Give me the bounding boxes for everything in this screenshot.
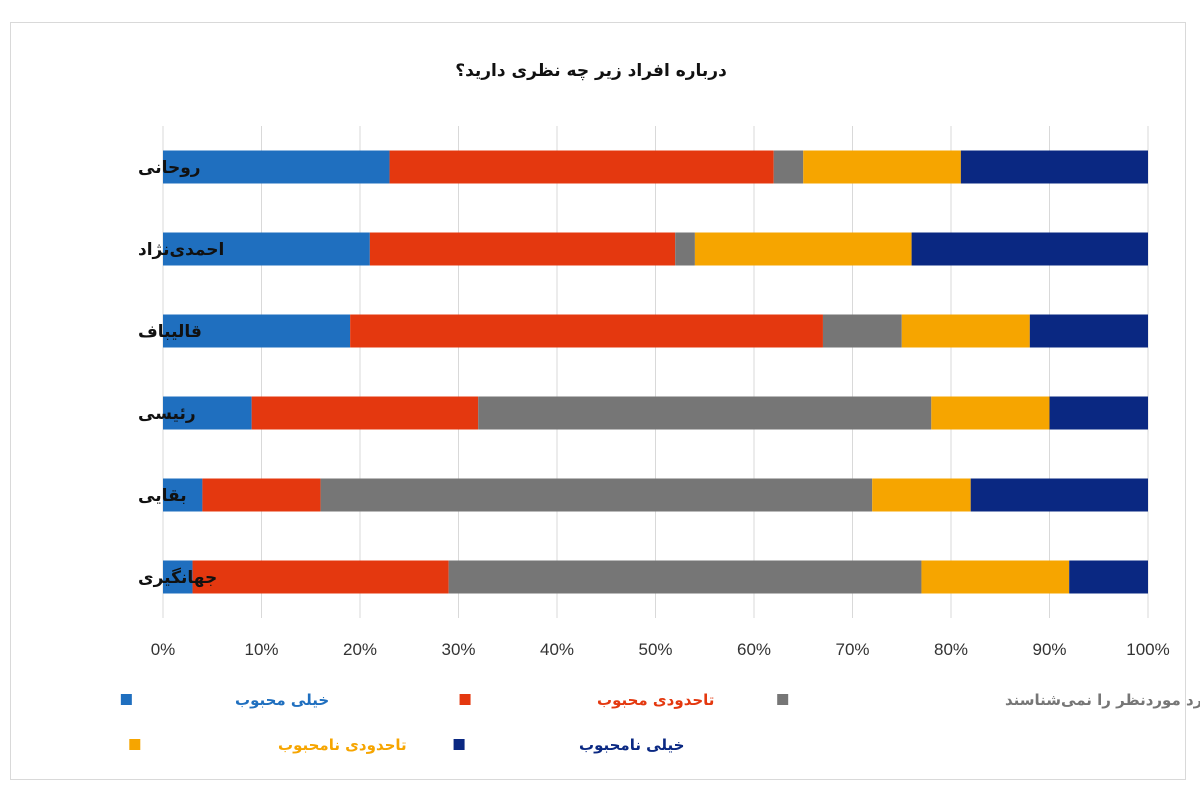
bar-segment — [350, 314, 823, 348]
legend-label: خیلی نامحبوب — [579, 736, 684, 754]
x-tick-label: 40% — [540, 640, 574, 659]
legend-label: تاحدودی نامحبوب — [278, 736, 407, 754]
category-label: قالیباف — [138, 322, 202, 342]
x-tick-label: 60% — [737, 640, 771, 659]
legend-label: تاحدودی محبوب — [597, 691, 714, 709]
x-tick-label: 70% — [835, 640, 869, 659]
bar-segment — [901, 314, 1030, 348]
x-tick-label: 20% — [343, 640, 377, 659]
legend-swatch — [129, 739, 141, 750]
bar-segment — [1069, 560, 1148, 594]
bar-segment — [1049, 396, 1148, 430]
bar-segment — [369, 232, 676, 266]
bar-segment — [478, 396, 932, 430]
x-tick-label: 90% — [1032, 640, 1066, 659]
bar-segment — [163, 150, 390, 184]
x-tick-label: 10% — [244, 640, 278, 659]
bar-segment — [389, 150, 774, 184]
bar-segment — [773, 150, 804, 184]
bar-segment — [822, 314, 902, 348]
bar-segment — [163, 232, 370, 266]
x-tick-label: 0% — [151, 640, 176, 659]
bar-segment — [970, 478, 1148, 512]
legend-swatch — [453, 739, 465, 750]
bar-segment — [448, 560, 922, 594]
legend-swatch — [459, 694, 471, 705]
legend-swatch — [120, 694, 132, 705]
x-tick-label: 100% — [1126, 640, 1169, 659]
bar-segment — [320, 478, 873, 512]
chart-title: درباره افراد زیر چه نظری دارید؟ — [455, 61, 727, 81]
bar-segment — [803, 150, 961, 184]
bar-segment — [694, 232, 912, 266]
category-label: بقایی — [138, 486, 187, 506]
category-label: احمدی‌نژاد — [138, 240, 224, 260]
category-labels: روحانی احمدی‌نژاد قالیباف رئیسی بقایی جهانگیر… — [138, 158, 224, 588]
bar-segment — [163, 560, 193, 594]
legend: خیلی محبوب تاحدودی محبوب فرد موردنظر را نم… — [120, 691, 1200, 754]
bar-segment — [872, 478, 971, 512]
bar-segment — [931, 396, 1050, 430]
bars — [163, 150, 1148, 594]
category-label: رئیسی — [138, 404, 196, 424]
bar-segment — [1029, 314, 1148, 348]
x-tick-label: 30% — [441, 640, 475, 659]
bar-segment — [202, 478, 321, 512]
x-axis-tick-labels: 0% 10% 20% 30% 40% 50% 60% 70% 80% 90% 100% — [151, 640, 1170, 659]
bar-segment — [163, 314, 351, 348]
gridlines — [162, 126, 1149, 618]
bar-segment — [163, 396, 252, 430]
bar-segment — [192, 560, 449, 594]
bar-segment — [911, 232, 1148, 266]
bar-segment — [921, 560, 1070, 594]
bar-segment — [675, 232, 695, 266]
legend-swatch — [777, 694, 789, 705]
bar-segment — [163, 478, 203, 512]
bar-segment — [251, 396, 479, 430]
bar-segment — [960, 150, 1148, 184]
x-tick-label: 50% — [638, 640, 672, 659]
category-label: روحانی — [138, 158, 201, 178]
x-tick-label: 80% — [934, 640, 968, 659]
legend-label: خیلی محبوب — [235, 691, 329, 709]
category-label: جهانگیری — [138, 567, 217, 588]
legend-label: فرد موردنظر را نمی‌شناسند — [1005, 691, 1200, 709]
